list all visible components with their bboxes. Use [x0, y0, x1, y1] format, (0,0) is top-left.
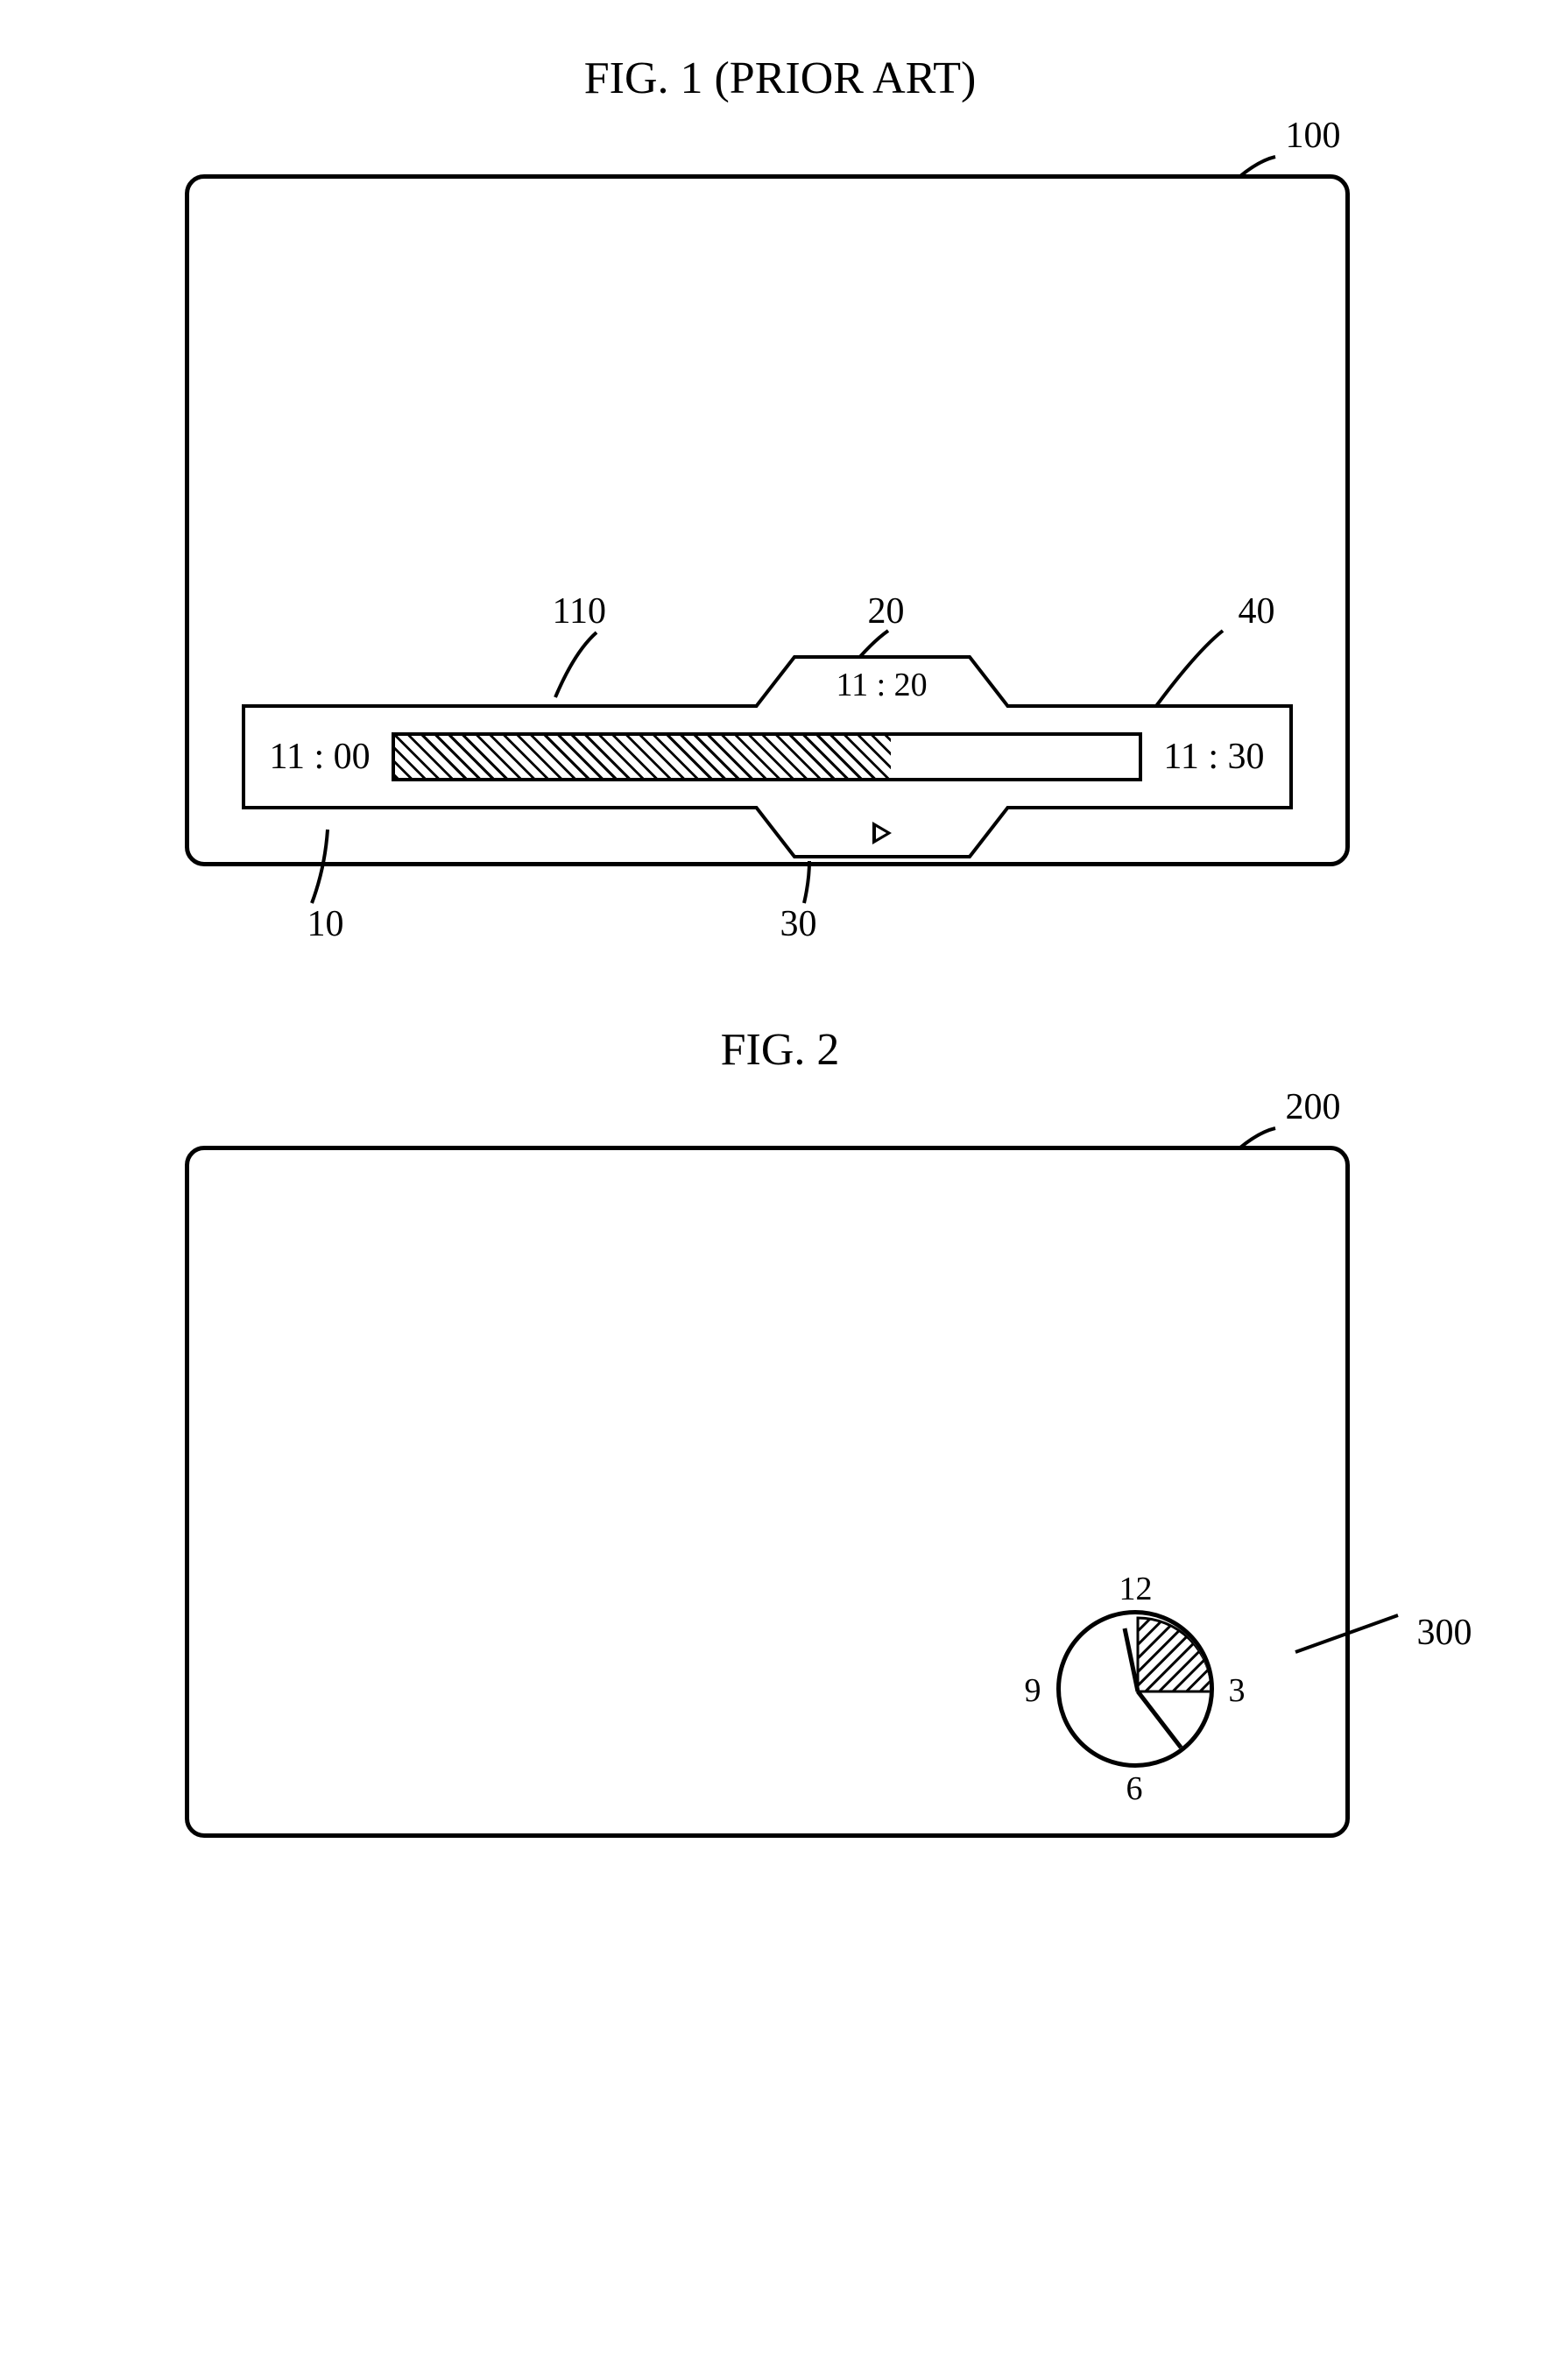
clock-hand-short [1125, 1628, 1138, 1691]
ref-200: 200 [1286, 1086, 1341, 1128]
clock-face [1056, 1610, 1214, 1768]
fig1-container: 100 110 20 40 11 : 20 11 : 00 [167, 174, 1394, 866]
clock: 12 3 6 9 [1056, 1610, 1214, 1768]
clock-6: 6 [1126, 1769, 1143, 1808]
current-time-label: 11 : 20 [836, 666, 928, 704]
ref-300: 300 [1417, 1612, 1472, 1654]
lead-110 [540, 625, 645, 704]
clock-svg [1059, 1613, 1214, 1768]
screen-2: 12 3 6 9 [185, 1146, 1350, 1838]
play-tab [755, 806, 1009, 860]
ref-110: 110 [553, 590, 606, 632]
fig2-title: FIG. 2 [88, 1024, 1472, 1076]
lead-40 [1144, 625, 1240, 713]
ref-100: 100 [1286, 115, 1341, 157]
clock-3: 3 [1229, 1671, 1246, 1710]
fig2-container: 200 12 3 6 9 [167, 1146, 1394, 1838]
progress-fill [395, 736, 891, 778]
ref-20: 20 [868, 590, 905, 632]
progress-track[interactable] [392, 732, 1143, 781]
progress-bar-assembly: 11 : 20 11 : 00 11 : 30 [242, 704, 1293, 809]
clock-9: 9 [1025, 1671, 1041, 1710]
screen-1: 110 20 40 11 : 20 11 : 00 11 : 30 [185, 174, 1350, 866]
ref-10: 10 [307, 903, 344, 945]
clock-12: 12 [1119, 1570, 1153, 1608]
current-time-tab: 11 : 20 [755, 653, 1009, 708]
fig1-title: FIG. 1 (PRIOR ART) [88, 53, 1472, 104]
end-time: 11 : 30 [1163, 736, 1264, 778]
clock-wedge [1138, 1618, 1211, 1691]
start-time: 11 : 00 [270, 736, 371, 778]
play-icon[interactable] [872, 815, 892, 853]
ref-30: 30 [780, 903, 817, 945]
clock-hand-long [1138, 1691, 1182, 1748]
ref-40: 40 [1239, 590, 1275, 632]
